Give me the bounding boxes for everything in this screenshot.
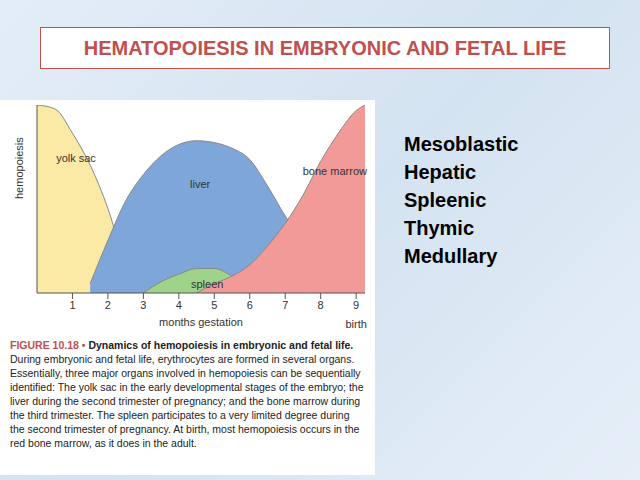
- svg-text:hemopoiesis: hemopoiesis: [13, 137, 25, 199]
- svg-text:yolk sac: yolk sac: [56, 152, 96, 164]
- svg-text:5: 5: [211, 299, 217, 311]
- svg-text:7: 7: [282, 299, 288, 311]
- svg-text:1: 1: [69, 299, 75, 311]
- svg-text:3: 3: [140, 299, 146, 311]
- html-text:Mesoblastic: Mesoblastic: [404, 133, 519, 155]
- html-text:Medullary: Medullary: [404, 245, 498, 267]
- svg-text:months gestation: months gestation: [159, 316, 243, 328]
- html-text:During embryonic and fetal lif: During embryonic and fetal life, erythro…: [10, 353, 364, 449]
- html-text:Spleenic: Spleenic: [404, 189, 487, 211]
- svg-text:9: 9: [353, 299, 359, 311]
- svg-text:bone marrow: bone marrow: [303, 165, 367, 177]
- svg-text:6: 6: [247, 299, 253, 311]
- svg-text:2: 2: [105, 299, 111, 311]
- html-text:Hepatic: Hepatic: [404, 161, 477, 183]
- svg-text:spleen: spleen: [191, 278, 223, 290]
- html-text:birth: birth: [345, 318, 367, 330]
- html-text:FIGURE 10.18 • Dynamics of hem: FIGURE 10.18 • Dynamics of hemopoiesis i…: [10, 339, 354, 351]
- svg-text:liver: liver: [190, 178, 211, 190]
- html-text:HEMATOPOIESIS IN EMBRYONIC AND: HEMATOPOIESIS IN EMBRYONIC AND FETAL LIF…: [83, 36, 567, 59]
- svg-text:4: 4: [176, 299, 182, 311]
- svg-text:8: 8: [318, 299, 324, 311]
- html-text:Thymic: Thymic: [404, 217, 474, 239]
